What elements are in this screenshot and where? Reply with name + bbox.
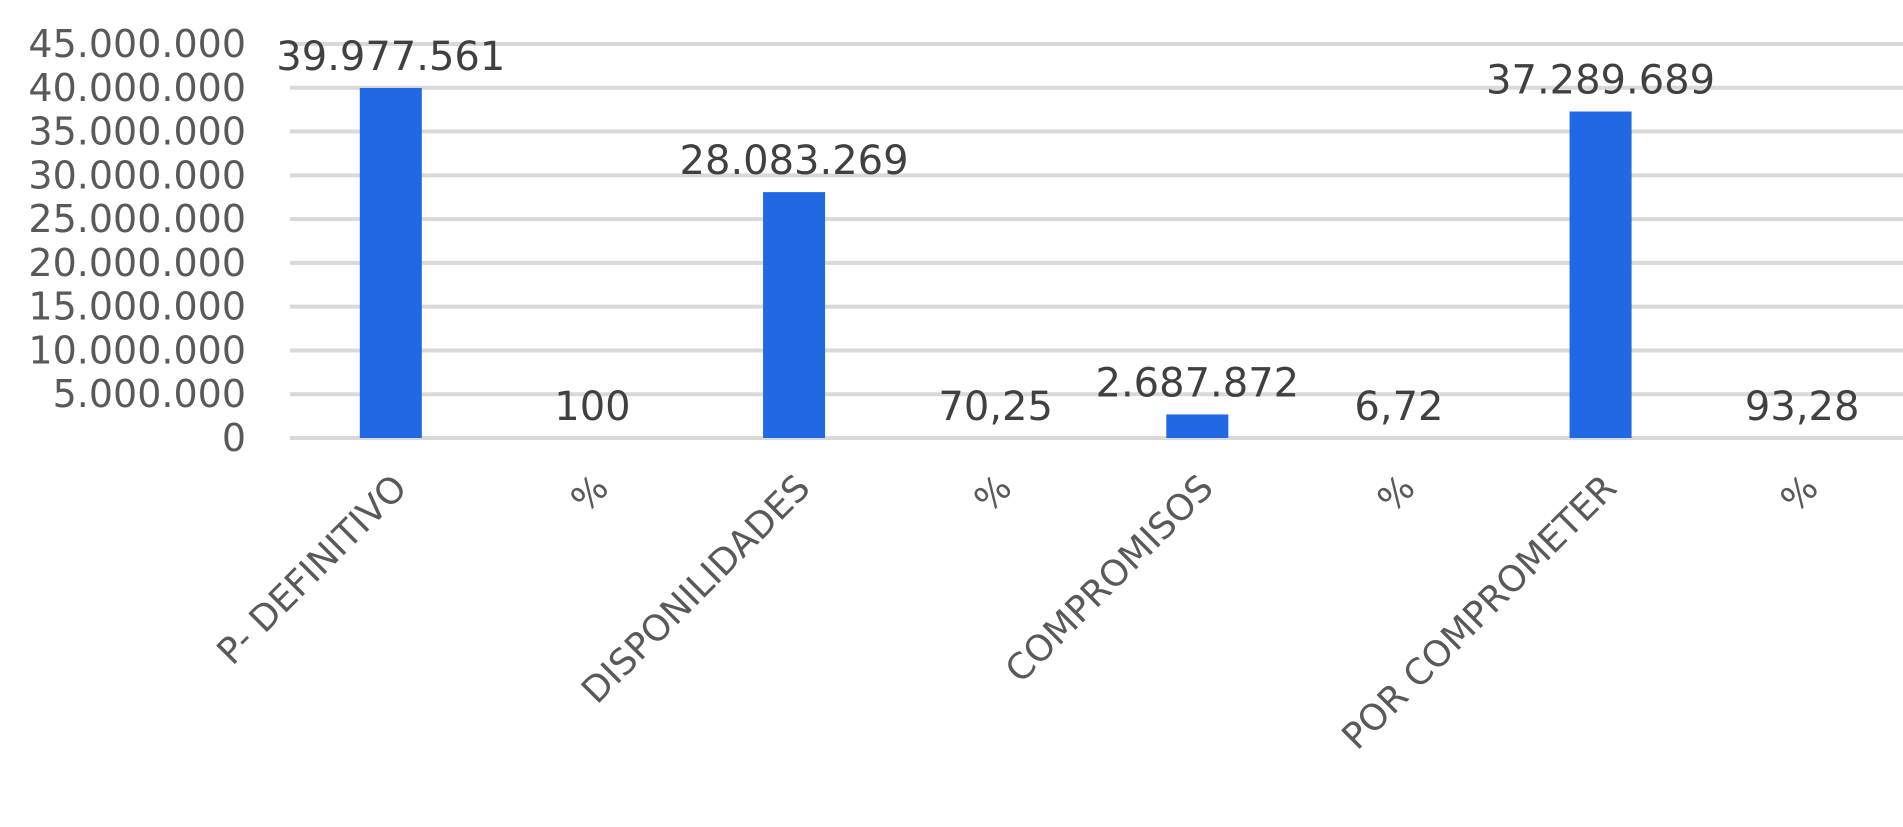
y-tick-label: 40.000.000 (28, 66, 246, 110)
data-label: 6,72 (1354, 384, 1443, 430)
bar (763, 192, 826, 438)
y-axis-tick-labels: 05.000.00010.000.00015.000.00020.000.000… (28, 22, 246, 460)
data-label: 2.687.872 (1096, 360, 1300, 406)
y-tick-label: 5.000.000 (53, 372, 246, 416)
data-label: 39.977.561 (276, 34, 505, 80)
x-tick-label: DISPONILIDADES (574, 467, 818, 711)
y-tick-label: 25.000.000 (28, 197, 246, 241)
data-label: 100 (554, 384, 630, 430)
y-tick-label: 15.000.000 (28, 285, 246, 329)
y-tick-label: 20.000.000 (28, 241, 246, 285)
data-label: 28.083.269 (680, 138, 909, 184)
x-tick-label: % (1773, 467, 1826, 520)
y-tick-label: 30.000.000 (28, 153, 246, 197)
data-labels: 39.977.561 100 28.083.269 70,25 2.687.872 6,7… (276, 34, 1859, 430)
gridlines (290, 42, 1903, 440)
x-tick-label: POR COMPROMETER (1335, 467, 1625, 757)
data-label: 93,28 (1745, 384, 1860, 430)
x-tick-label: % (967, 467, 1020, 520)
x-tick-label: % (1370, 467, 1423, 520)
data-label: 70,25 (938, 384, 1053, 430)
y-tick-label: 45.000.000 (28, 22, 246, 66)
bar (359, 87, 422, 438)
y-tick-label: 10.000.000 (28, 328, 246, 372)
bar (1569, 111, 1632, 438)
x-tick-label: P- DEFINITIVO (210, 467, 416, 673)
data-label: 37.289.689 (1486, 58, 1715, 104)
bars (359, 87, 1834, 438)
x-tick-label: COMPROMISOS (998, 467, 1222, 691)
bar (1166, 414, 1229, 438)
y-tick-label: 35.000.000 (28, 110, 246, 154)
y-tick-label: 0 (222, 416, 246, 460)
x-tick-label: % (564, 467, 617, 520)
x-axis-tick-labels: P- DEFINITIVO %DISPONILIDADES %COMPROMISOS… (210, 467, 1827, 757)
